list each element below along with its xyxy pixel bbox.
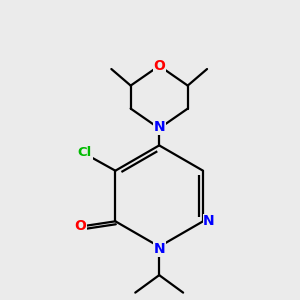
Text: Cl: Cl (78, 146, 92, 159)
Text: N: N (153, 120, 165, 134)
Text: N: N (203, 214, 215, 228)
Text: O: O (153, 59, 165, 73)
Text: N: N (153, 242, 165, 256)
Text: O: O (74, 219, 86, 233)
